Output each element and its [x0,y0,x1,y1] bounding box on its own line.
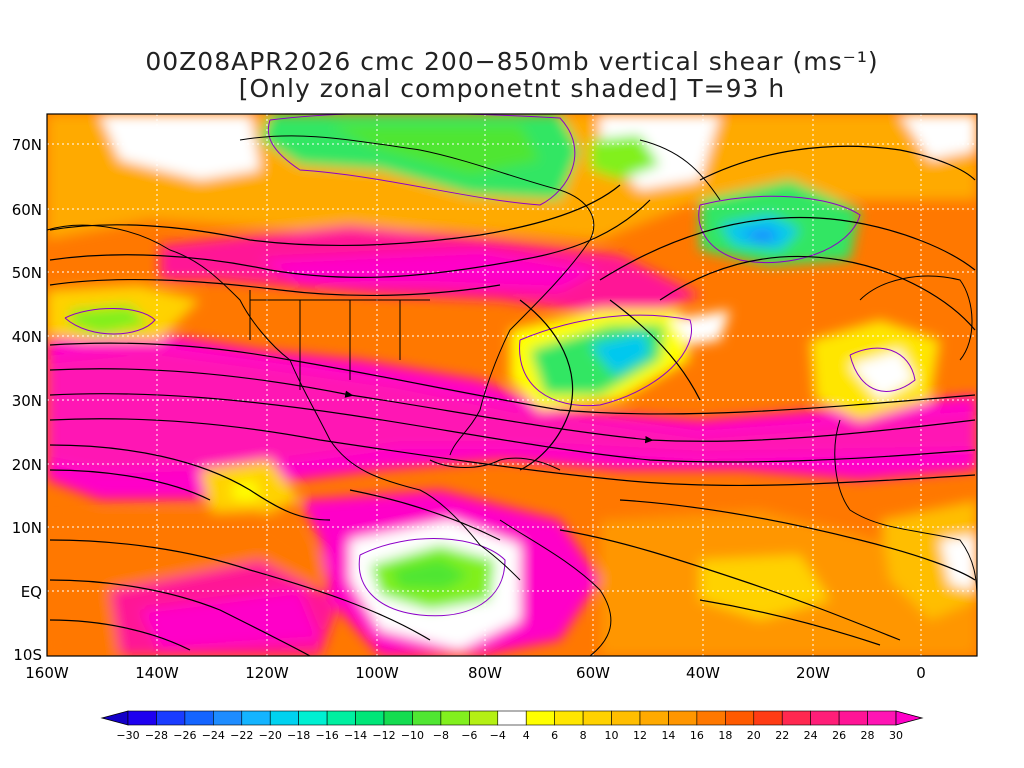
colorbar-swatch [867,710,897,726]
colorbar-swatch [269,710,299,726]
colorbar-swatch [298,710,328,726]
streamlines [49,145,976,656]
lon-label: 100W [355,664,399,682]
colorbar-label: −8 [433,729,449,742]
colorbar-label: 22 [775,729,789,742]
colorbar-swatch [156,710,186,726]
colorbar-label: 16 [690,729,704,742]
colorbar-label: 12 [633,729,647,742]
colorbar-label: 8 [580,729,587,742]
plot-frame [46,113,978,657]
colorbar-label: −16 [316,729,339,742]
colorbar-label: 4 [523,729,530,742]
colorbar-swatch [497,710,527,726]
colorbar-label: −4 [490,729,506,742]
colorbar-label: 20 [747,729,761,742]
lon-label: 80W [468,664,502,682]
colorbar-swatch [213,710,243,726]
colorbar-label: −26 [173,729,196,742]
colorbar-swatch [838,710,868,726]
colorbar-swatch [668,710,698,726]
colorbar-label: −24 [202,729,225,742]
lat-label: 20N [12,456,42,474]
lon-label: 0 [916,664,926,682]
lon-label: 60W [576,664,610,682]
colorbar-label: −30 [116,729,139,742]
colorbar-swatch [440,710,470,726]
colorbar-swatch [696,710,726,726]
shading-layer [47,114,977,656]
lat-label: 30N [12,392,42,410]
colorbar-swatch [412,710,442,726]
colorbar-swatch [725,710,755,726]
lon-label: 140W [135,664,179,682]
lat-label: EQ [21,583,42,601]
colorbar-label: −20 [259,729,282,742]
colorbar-swatch [326,710,356,726]
colorbar-label: −22 [230,729,253,742]
lon-label: 160W [25,664,69,682]
colorbar-label: 18 [718,729,732,742]
chart-title-line2: [Only zonal componetnt shaded] T=93 h [238,74,786,103]
lon-label: 40W [686,664,720,682]
lat-label: 10S [13,646,42,664]
colorbar-swatch [639,710,669,726]
lat-label: 40N [12,328,42,346]
lat-label: 50N [12,264,42,282]
lon-axis: 160W 140W 120W 100W 80W 60W 40W 20W 0 [25,664,926,682]
colorbar: −30 −28 −26 −24 −22 −20 −18 −16 −14 −12 −10 −8 −6 −4 4… [100,710,924,742]
colorbar-swatch [781,710,811,726]
colorbar-label: −18 [287,729,310,742]
colorbar-swatch [611,710,641,726]
colorbar-swatch [753,710,783,726]
colorbar-label: 24 [804,729,818,742]
colorbar-swatch [184,710,214,726]
colorbar-swatch [582,710,612,726]
colorbar-label: 30 [889,729,903,742]
colorbar-label: 10 [605,729,619,742]
lon-label: 120W [245,664,289,682]
colorbar-swatch [355,710,385,726]
colorbar-label: 28 [861,729,875,742]
lon-label: 20W [796,664,830,682]
colorbar-label: 14 [661,729,675,742]
colorbar-swatch [383,710,413,726]
lat-axis: 70N 60N 50N 40N 30N 20N 10N EQ 10S [12,136,42,664]
colorbar-swatch [554,710,584,726]
lat-label: 60N [12,201,42,219]
colorbar-label: 26 [832,729,846,742]
chart-title-line1: 00Z08APR2026 cmc 200−850mb vertical shea… [145,47,879,76]
colorbar-label: −10 [401,729,424,742]
colorbar-label: −14 [344,729,367,742]
colorbar-label: 6 [551,729,558,742]
colorbar-under-arrow [100,710,129,726]
lat-label: 10N [12,519,42,537]
colorbar-swatch [810,710,840,726]
lat-label: 70N [12,136,42,154]
colorbar-swatch [241,710,271,726]
colorbar-label: −28 [145,729,168,742]
colorbar-swatch [469,710,499,726]
colorbar-label: −12 [372,729,395,742]
colorbar-swatch [525,710,555,726]
colorbar-over-arrow [895,710,924,726]
colorbar-label: −6 [461,729,477,742]
colorbar-swatch [127,710,157,726]
